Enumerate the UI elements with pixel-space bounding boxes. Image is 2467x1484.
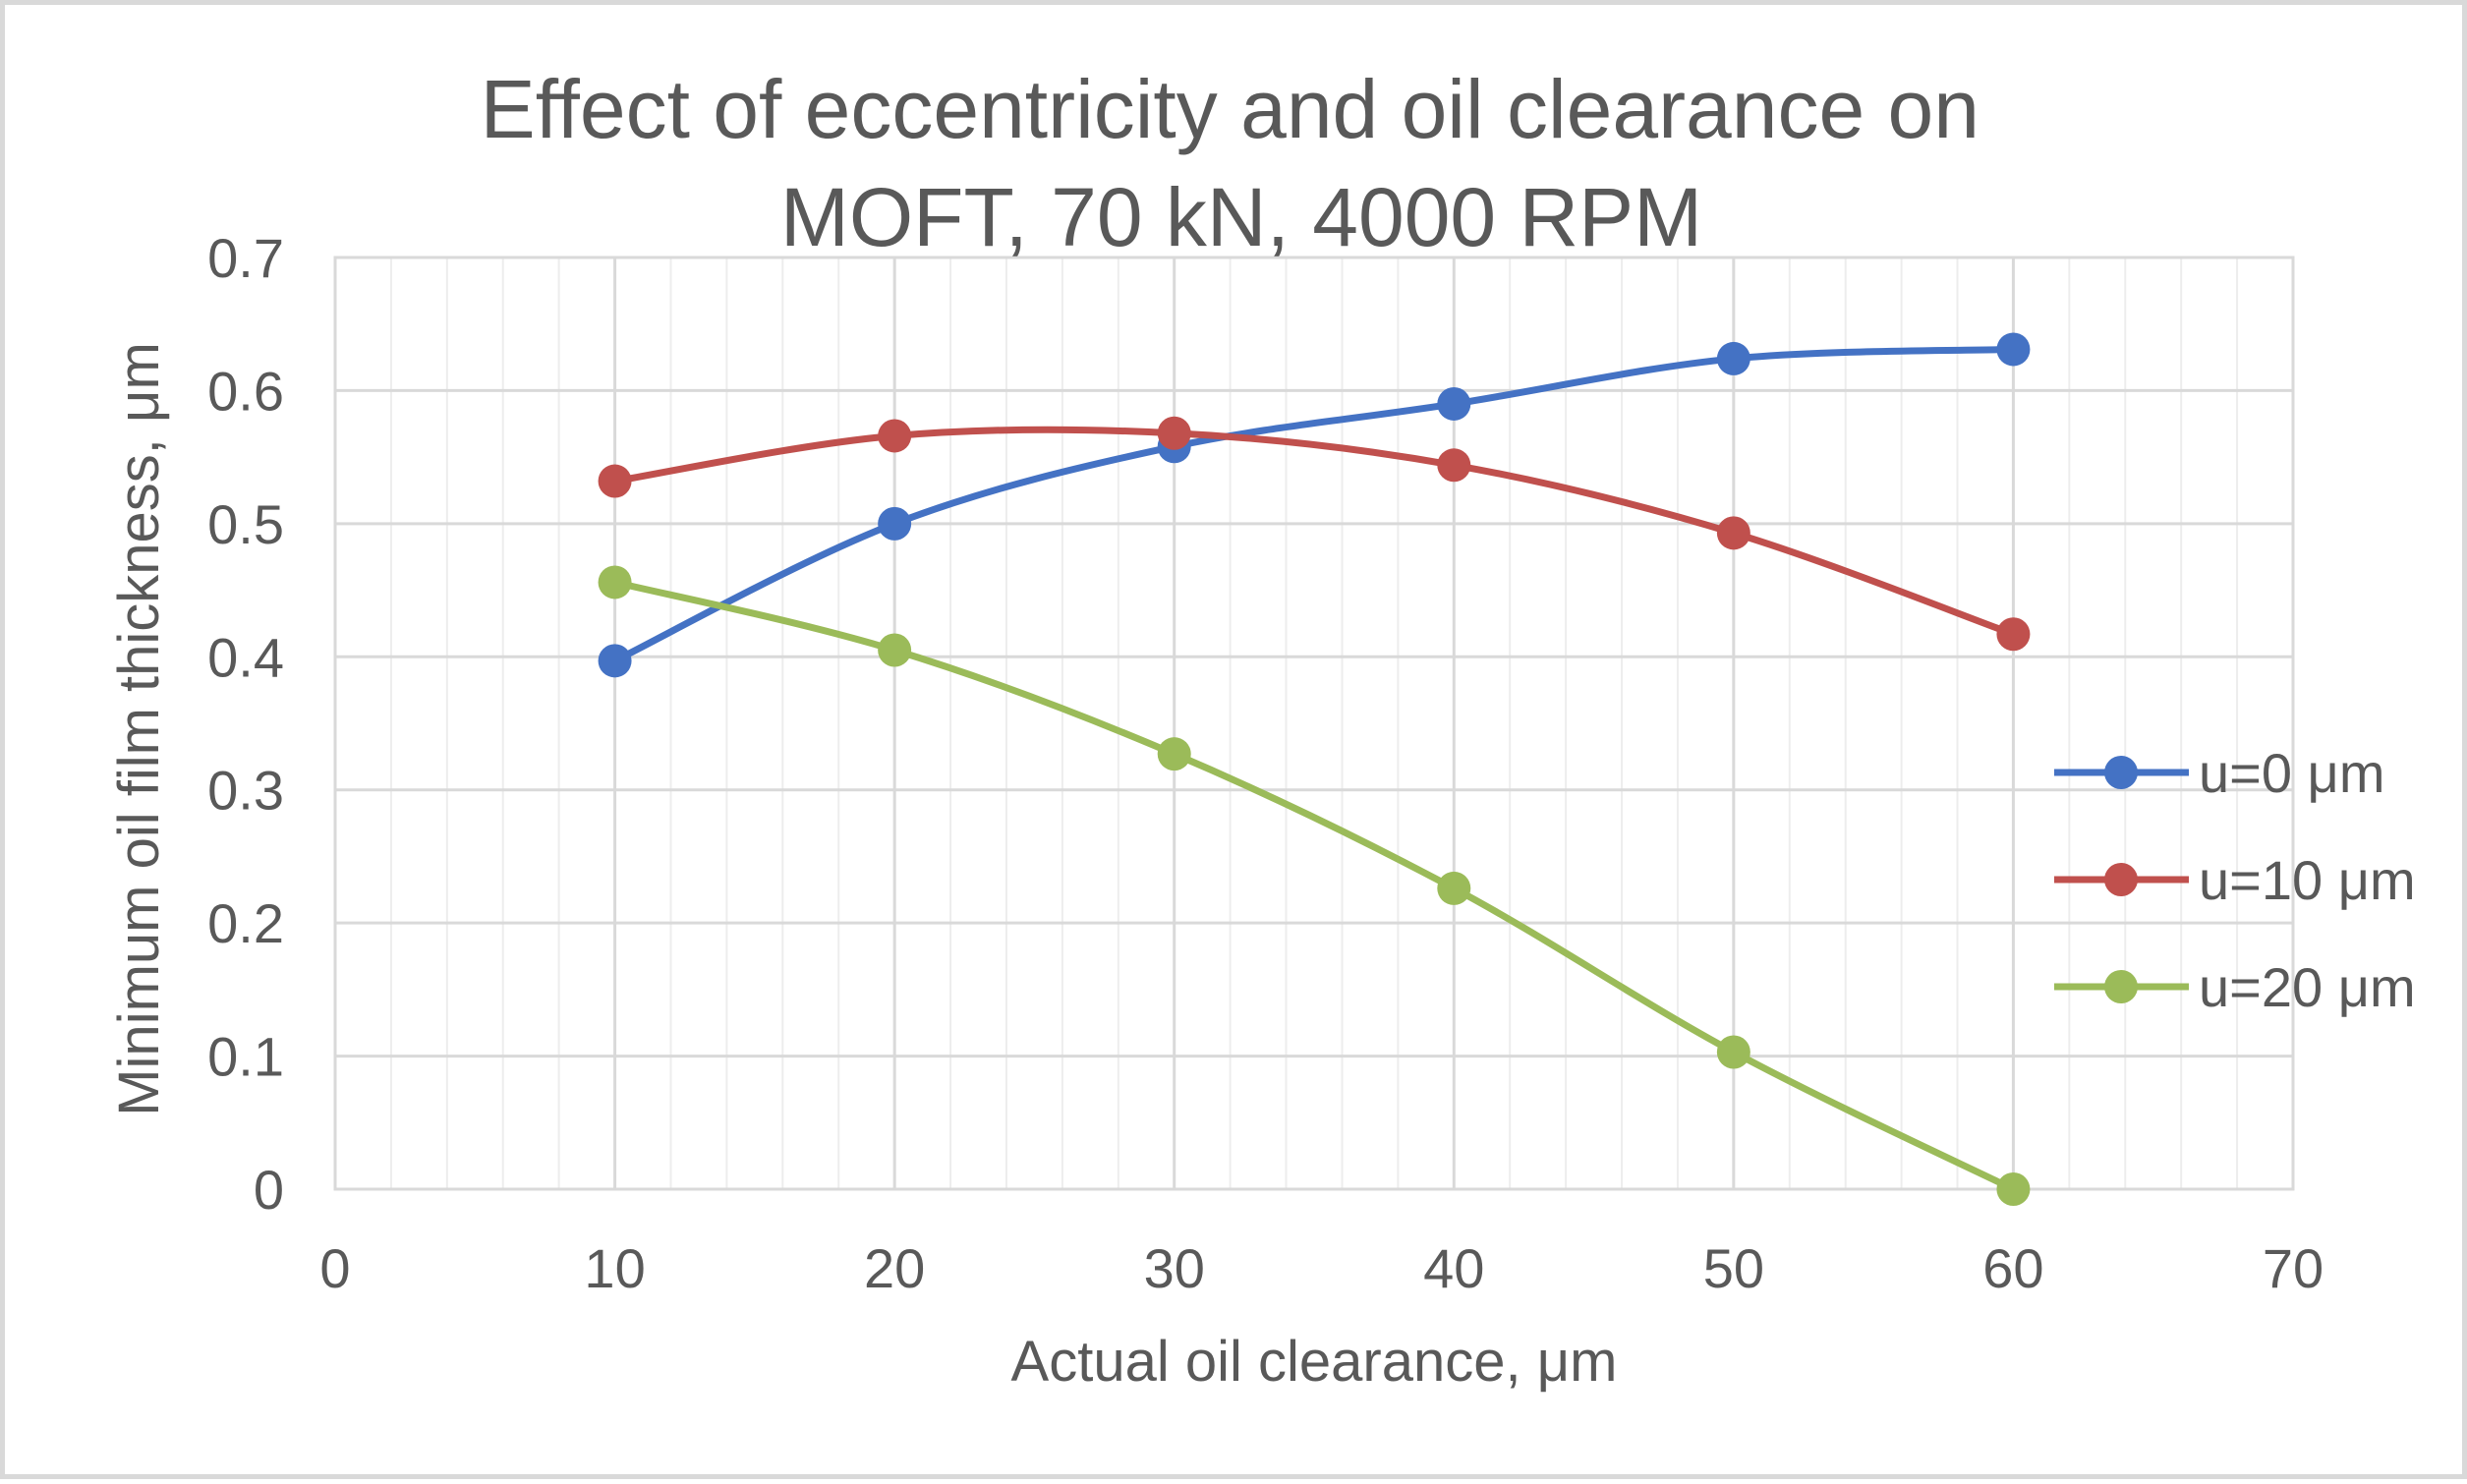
y-tick-label: 0.2 [207,892,284,954]
data-point [878,506,912,541]
plot-area-border [333,256,2295,1191]
series-layer [598,332,2031,1206]
x-tick-label: 20 [864,1237,925,1299]
series-line [611,426,2017,638]
y-tick-label: 0.7 [207,227,284,289]
y-tick-label: 0.5 [207,493,284,555]
x-tick-label: 50 [1703,1237,1764,1299]
y-tick-label: 0.4 [207,626,284,688]
y-tick-label: 0.1 [207,1026,284,1088]
data-point [1157,416,1191,450]
legend-entry: u=20 μm [2054,956,2416,1018]
y-tick-label: 0.6 [207,360,284,422]
x-tick-label: 10 [584,1237,645,1299]
data-point [598,464,632,498]
x-axis-title: Actual oil clearance, μm [1011,1330,1618,1394]
series-3 [598,565,2031,1206]
data-point [1996,617,2031,652]
major-gridlines [335,257,2293,1189]
data-point [1716,341,1750,375]
data-point [1437,871,1471,905]
data-point [1437,448,1471,483]
minor-gridlines [389,257,2239,1189]
legend-label: u=20 μm [2199,956,2416,1018]
x-tick-label: 30 [1144,1237,1205,1299]
legend: u=0 μm u=10 μm u=20 μm [2054,742,2416,1018]
line-chart: 0 10 20 30 40 50 60 70 0 0.1 0.2 0.3 0.4 0.5 0.6 0.7 E… [107,63,2416,1394]
chart-title-line-2: MOFT, 70 kN, 4000 RPM [780,171,1702,263]
data-point [1437,386,1471,421]
y-axis-title: Minimum oil film thickness, μm [107,342,171,1116]
series-2 [598,416,2031,652]
data-point [598,644,632,678]
legend-entry: u=10 μm [2054,849,2416,911]
chart-title-line-1: Effect of eccentricity and oil clearance… [481,63,1979,155]
legend-marker [2104,970,2138,1003]
x-tick-label: 40 [1423,1237,1484,1299]
data-point [1716,1035,1750,1069]
series-line [611,345,2017,664]
data-point [598,565,632,599]
data-point [1996,332,2031,367]
legend-marker [2104,863,2138,896]
chart-title: Effect of eccentricity and oil clearance… [481,63,2003,263]
data-point [1716,516,1750,550]
series-line [611,578,2017,1193]
y-tick-label: 0.3 [207,760,284,822]
x-axis-tick-labels: 0 10 20 30 40 50 60 70 [319,1237,2324,1299]
legend-label: u=10 μm [2199,849,2416,911]
data-point [878,419,912,453]
data-point [878,633,912,667]
legend-label: u=0 μm [2199,742,2384,804]
data-point [1996,1172,2031,1206]
data-point [1157,737,1191,771]
x-tick-label: 0 [319,1237,350,1299]
x-tick-label: 60 [1982,1237,2043,1299]
y-axis-tick-labels: 0 0.1 0.2 0.3 0.4 0.5 0.6 0.7 [207,227,284,1221]
x-tick-label: 70 [2263,1237,2324,1299]
legend-marker [2104,756,2138,789]
y-tick-label: 0 [254,1159,284,1221]
legend-entry: u=0 μm [2054,742,2384,804]
